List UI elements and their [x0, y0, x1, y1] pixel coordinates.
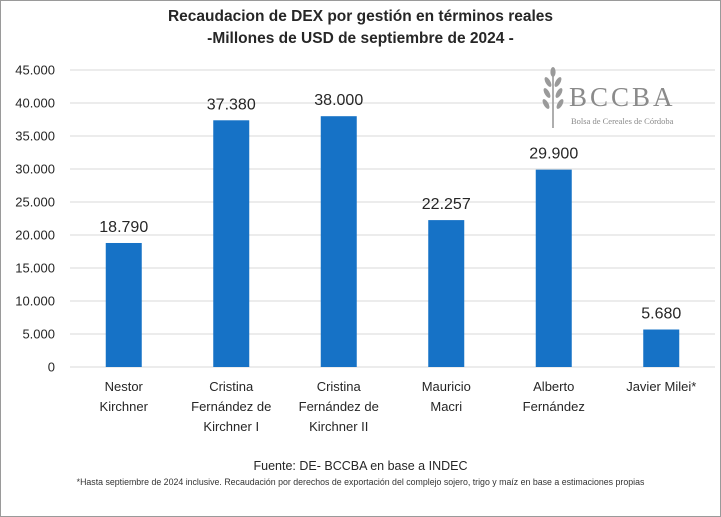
x-tick-label: Nestor: [105, 379, 144, 394]
wheat-icon: [542, 67, 564, 128]
bccba-logo: BCCBA Bolsa de Cereales de Córdoba: [536, 66, 696, 136]
data-label: 22.257: [422, 196, 471, 213]
data-label: 37.380: [207, 96, 256, 113]
y-tick-label: 20.000: [15, 228, 55, 243]
y-tick-label: 25.000: [15, 195, 55, 210]
x-tick-label: Macri: [430, 399, 462, 414]
data-label: 29.900: [529, 146, 578, 163]
footnote: *Hasta septiembre de 2024 inclusive. Rec…: [76, 477, 645, 487]
y-tick-label: 45.000: [15, 63, 55, 78]
y-tick-label: 5.000: [22, 327, 55, 342]
data-label: 18.790: [99, 219, 148, 236]
chart-title-line2: -Millones de USD de septiembre de 2024 -: [207, 30, 514, 47]
x-tick-label: Fernández: [523, 399, 585, 414]
x-tick-label: Cristina: [209, 379, 254, 394]
x-tick-label: Alberto: [533, 379, 574, 394]
data-label: 38.000: [314, 92, 363, 109]
y-tick-label: 40.000: [15, 96, 55, 111]
chart-title: Recaudacion de DEX por gestión en términ…: [0, 6, 721, 50]
bar: [535, 169, 572, 367]
bar: [643, 329, 680, 367]
x-tick-label: Kirchner II: [309, 419, 368, 434]
y-tick-label: 10.000: [15, 294, 55, 309]
x-tick-label: Fernández de: [299, 399, 379, 414]
chart-title-line1: Recaudacion de DEX por gestión en términ…: [167, 8, 554, 25]
x-tick-label: Javier Milei*: [626, 379, 696, 394]
bar: [428, 220, 465, 367]
y-tick-label: 0: [48, 360, 55, 375]
x-tick-label: Fernández de: [191, 399, 271, 414]
source-note: Fuente: DE- BCCBA en base a INDEC: [253, 459, 468, 473]
logo-name: BCCBA: [569, 82, 676, 112]
data-label: 5.680: [641, 306, 681, 323]
bar: [320, 116, 357, 367]
x-tick-label: Cristina: [317, 379, 362, 394]
y-tick-label: 30.000: [15, 162, 55, 177]
x-tick-label: Kirchner I: [203, 419, 259, 434]
x-tick-label: Kirchner: [100, 399, 149, 414]
logo-subtitle: Bolsa de Cereales de Córdoba: [571, 116, 674, 126]
y-tick-label: 15.000: [15, 261, 55, 276]
x-tick-label: Mauricio: [422, 379, 471, 394]
bar: [105, 242, 142, 367]
y-tick-label: 35.000: [15, 129, 55, 144]
bar: [213, 120, 250, 368]
